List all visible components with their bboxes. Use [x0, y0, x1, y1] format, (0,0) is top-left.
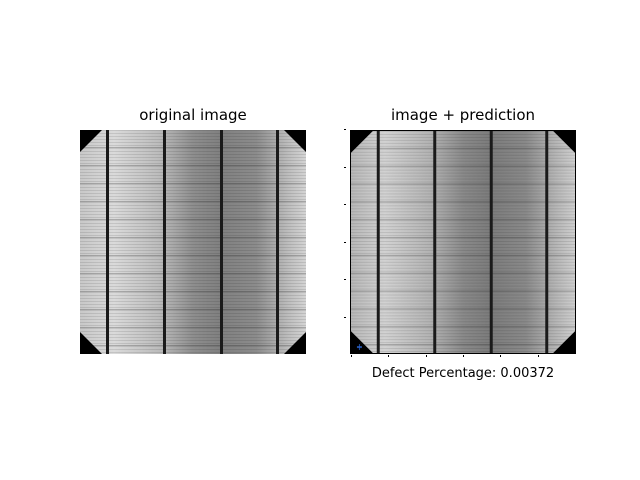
y-axis-tick: [344, 279, 346, 280]
defect-marker: [356, 344, 362, 351]
x-axis-tick: [538, 355, 539, 357]
x-axis-tick: [388, 355, 389, 357]
defect-percentage-caption: Defect Percentage: 0.00372: [371, 366, 555, 381]
prediction-cell-image: [350, 130, 576, 354]
y-axis-tick: [344, 129, 346, 130]
panel-title-prediction: image + prediction: [390, 106, 536, 124]
panel-title-original: original image: [139, 106, 247, 124]
x-axis-tick: [426, 355, 427, 357]
solar-cell-overlay-graphic: [351, 131, 575, 353]
y-axis-tick: [344, 242, 346, 243]
x-axis-tick: [463, 355, 464, 357]
y-axis-tick: [344, 167, 346, 168]
y-axis-tick: [344, 317, 346, 318]
x-axis-tick: [351, 355, 352, 357]
original-cell-image: [80, 130, 306, 354]
x-axis-tick: [500, 355, 501, 357]
y-axis-tick: [344, 204, 346, 205]
solar-cell-graphic: [80, 130, 306, 354]
